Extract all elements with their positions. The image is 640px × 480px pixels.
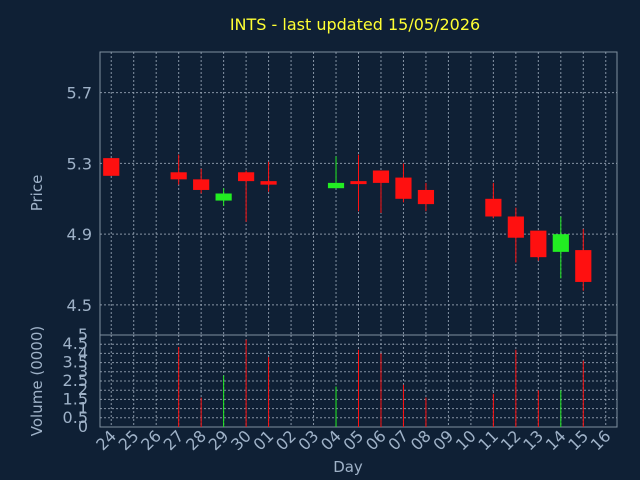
price-tick-label: 4.9 (67, 225, 92, 244)
price-tick-label: 4.5 (67, 296, 92, 315)
volume-tick-label: 3.5 (63, 353, 88, 372)
candle-body (575, 250, 592, 282)
volume-axis-label: Volume (0000) (28, 326, 46, 436)
volume-panel: 00.511.522.533.544.55 (63, 325, 618, 436)
chart-title: INTS - last updated 15/05/2026 (230, 15, 480, 34)
volume-tick-label: 1.5 (63, 389, 88, 408)
volume-tick-label: 1 (78, 399, 88, 418)
candle-body (485, 198, 502, 217)
candle-body (238, 172, 255, 182)
candle-body (215, 193, 232, 201)
price-tick-label: 5.7 (67, 84, 92, 103)
volume-tick-label: 2 (78, 380, 88, 399)
candle-body (103, 158, 120, 176)
volume-tick-label: 4 (78, 343, 88, 362)
candle-body (327, 182, 345, 189)
volume-tick-label: 3 (78, 362, 88, 381)
volume-tick-label: 5 (78, 325, 88, 344)
volume-tick-label: 0.5 (63, 408, 88, 427)
candle-body (170, 172, 187, 180)
candle-body (193, 179, 210, 190)
candle-body (395, 177, 412, 199)
volume-tick-label: 4.5 (63, 334, 88, 353)
x-axis: 2425262728293001020304050607080910111213… (92, 426, 614, 454)
price-panel: 4.5 4.9 5.3 5.7 (67, 51, 618, 336)
price-tick-label: 5.3 (67, 154, 92, 173)
candle-body (372, 170, 390, 183)
x-axis-label: Day (333, 458, 363, 476)
candle-body (530, 230, 547, 258)
volume-tick-label: 0 (78, 417, 88, 436)
candle-body (350, 181, 367, 185)
candle-body (260, 181, 277, 185)
candle-body (417, 189, 435, 205)
candle-body (507, 216, 524, 238)
volume-tick-label: 2.5 (63, 371, 88, 390)
price-axis-label: Price (28, 175, 46, 212)
x-tick-label: 16 (587, 426, 615, 454)
candle-body (552, 234, 569, 252)
